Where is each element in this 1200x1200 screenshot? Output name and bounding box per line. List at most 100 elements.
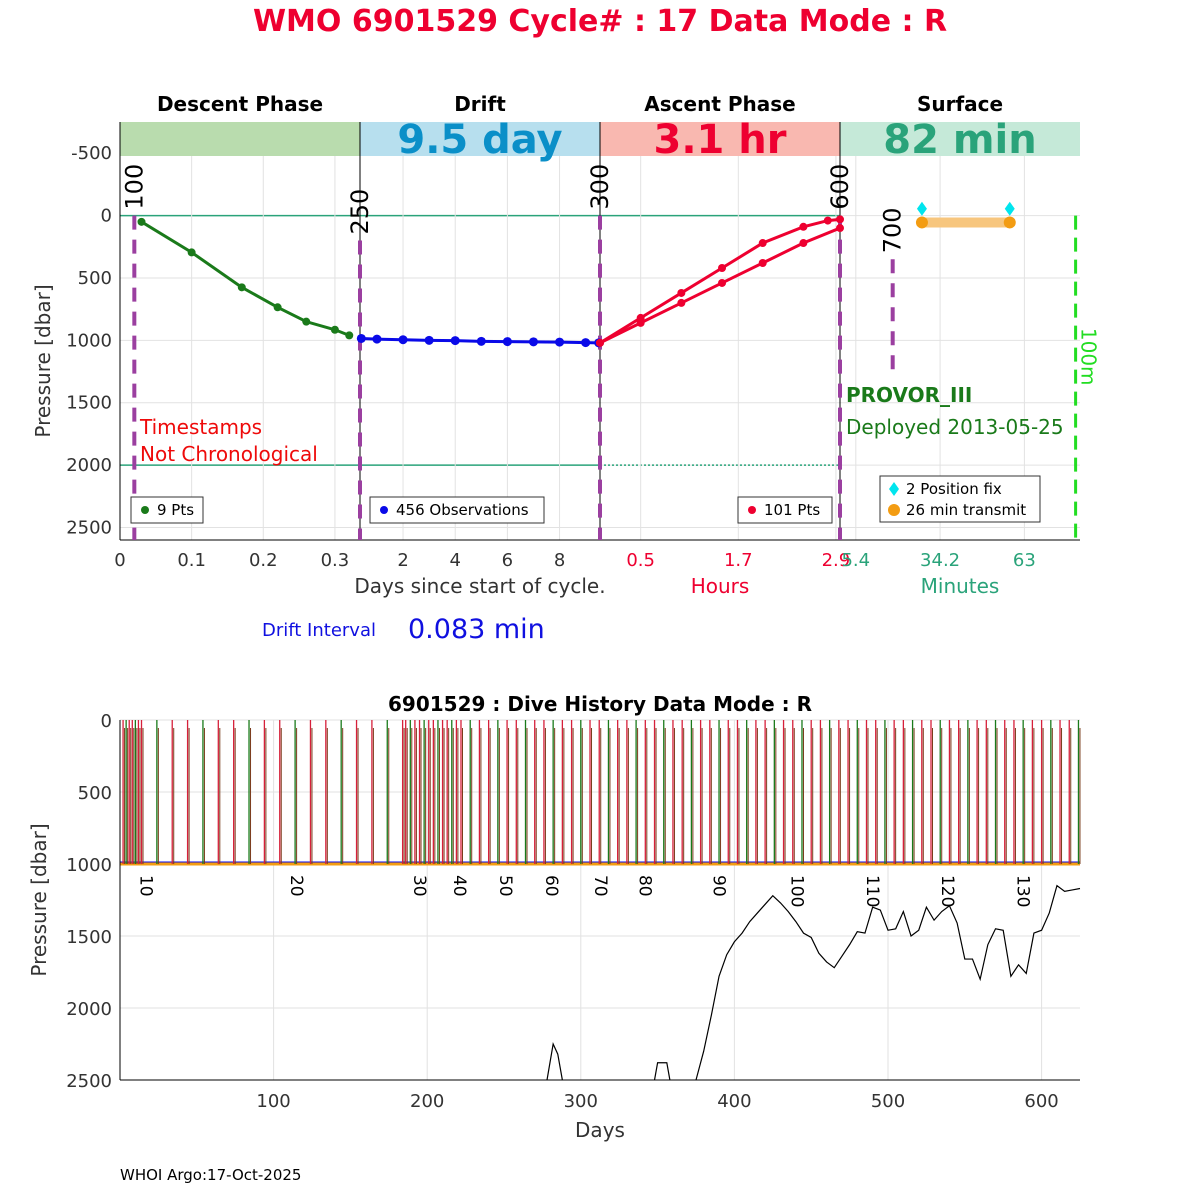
legend-label: 101 Pts [764, 501, 820, 519]
position-fix-point [1004, 201, 1015, 216]
y-tick-label: 1500 [66, 927, 112, 948]
legend-box [369, 496, 545, 524]
drift-series-point [356, 333, 366, 343]
legend-marker [748, 506, 756, 514]
x-axis-label: Days since start of cycle. [354, 574, 605, 598]
cycle-number-label: 40 [449, 875, 469, 897]
float-type: PROVOR_III [846, 383, 972, 407]
y-tick-label: 2500 [66, 518, 112, 539]
cycle-number-label: 80 [635, 875, 655, 897]
y-tick-label: 2500 [66, 1071, 112, 1092]
ascent-series-point [596, 338, 604, 347]
cycle-number-label: 10 [135, 875, 155, 897]
ascent-series-point [636, 318, 645, 327]
legend-marker [141, 506, 149, 514]
phase-title: Drift [454, 92, 506, 116]
x-tick-label: 400 [717, 1091, 751, 1112]
transmit-point [915, 216, 928, 229]
descent-series-point [273, 303, 282, 312]
phase-marker-label: 250 [346, 189, 374, 235]
descent-series-point [187, 248, 196, 257]
cycle-number-label: 110 [862, 875, 882, 907]
cycle-number-label: 120 [937, 875, 957, 907]
cycle-number-label: 70 [590, 875, 610, 897]
y-tick-label: -500 [71, 143, 112, 164]
legend-label: 2 Position fix [906, 480, 1002, 498]
phase-marker-label: 700 [879, 207, 907, 253]
ascent-series-point [758, 258, 767, 267]
x-tick-label: 6 [502, 550, 513, 571]
cycle-number-label: 50 [495, 875, 515, 897]
x-tick-label: 1.7 [724, 550, 753, 571]
descent-series-point [345, 331, 354, 340]
x-tick-label: 0 [114, 550, 125, 571]
y-tick-label: 500 [78, 783, 112, 804]
x-tick-label: 300 [564, 1091, 598, 1112]
y-axis-label: Pressure [dbar] [27, 823, 51, 976]
y-tick-label: 0 [101, 206, 112, 227]
drift-series-point [424, 335, 434, 345]
depth-100m-label: 100m [1077, 328, 1101, 386]
drift-interval-label: Drift Interval [262, 620, 376, 641]
ascent-series-point [677, 298, 686, 307]
phase-duration: 9.5 day [397, 117, 562, 163]
phase-marker-label: 100 [120, 164, 148, 210]
legend-label: 26 min transmit [906, 501, 1026, 519]
drift-series-point [502, 337, 512, 347]
timestamps-note: Not Chronological [140, 442, 318, 466]
phase-title: Descent Phase [157, 92, 323, 116]
legend-label: 9 Pts [157, 501, 194, 519]
y-tick-label: 500 [78, 268, 112, 289]
x-tick-label: 34.2 [920, 550, 960, 571]
position-fix-point [916, 201, 927, 216]
y-tick-label: 2000 [66, 455, 112, 476]
phase-band-0 [120, 122, 360, 156]
x-tick-label: 5.4 [841, 550, 870, 571]
phase-marker-label: 300 [586, 164, 614, 210]
descent-series-point [137, 217, 146, 226]
ascent-series-point [799, 222, 808, 231]
phase-duration: 82 min [883, 117, 1036, 163]
bathymetry-segment [653, 1062, 671, 1081]
x-tick-label: 2.9 [822, 550, 851, 571]
y-tick-label: 2000 [66, 999, 112, 1020]
x-tick-label: 500 [871, 1091, 905, 1112]
legend-box [879, 475, 1041, 523]
footer-credit: WHOI Argo:17-Oct-2025 [120, 1166, 302, 1184]
cycle-number-label: 60 [541, 875, 561, 897]
ascent-series-point [799, 239, 808, 248]
phase-title: Surface [917, 92, 1003, 116]
phase-title: Ascent Phase [644, 92, 795, 116]
ascent-series-point [718, 278, 727, 287]
deployment-date: Deployed 2013-05-25 [846, 415, 1064, 439]
phase-band-2 [600, 122, 840, 156]
x-tick-label: 2 [397, 550, 408, 571]
ascent-series-point [677, 288, 686, 297]
y-tick-label: 1000 [66, 855, 112, 876]
cycle-number-label: 90 [708, 875, 728, 897]
drift-series-point [476, 336, 486, 346]
cycle-number-label: 130 [1012, 875, 1032, 907]
legend-marker [888, 504, 900, 516]
bathymetry-segment [546, 1041, 563, 1081]
drift-series-point [528, 337, 538, 347]
ascent-series-point [836, 224, 844, 233]
ascent-series-point [823, 216, 832, 225]
drift-series-point [372, 334, 382, 344]
descent-series-point [302, 317, 311, 326]
x-tick-label: 100 [256, 1091, 290, 1112]
x-tick-label: 600 [1024, 1091, 1058, 1112]
chart-title: 6901529 : Dive History Data Mode : R [388, 692, 812, 716]
y-tick-label: 0 [101, 711, 112, 732]
transmit-point [1003, 216, 1016, 229]
x-tick-label: 200 [410, 1091, 444, 1112]
drift-series-point [398, 335, 408, 345]
x-tick-label: 0.3 [321, 550, 350, 571]
x-axis-label: Hours [691, 574, 750, 598]
x-tick-label: 0.2 [249, 550, 278, 571]
x-tick-label: 0.1 [177, 550, 206, 571]
phase-band-1 [360, 122, 600, 156]
dive-history-chart: 0 500 1000 1500 2000 2500 100 200 300 400 500 600 69… [27, 692, 1081, 1142]
phase-duration: 3.1 hr [654, 117, 787, 163]
